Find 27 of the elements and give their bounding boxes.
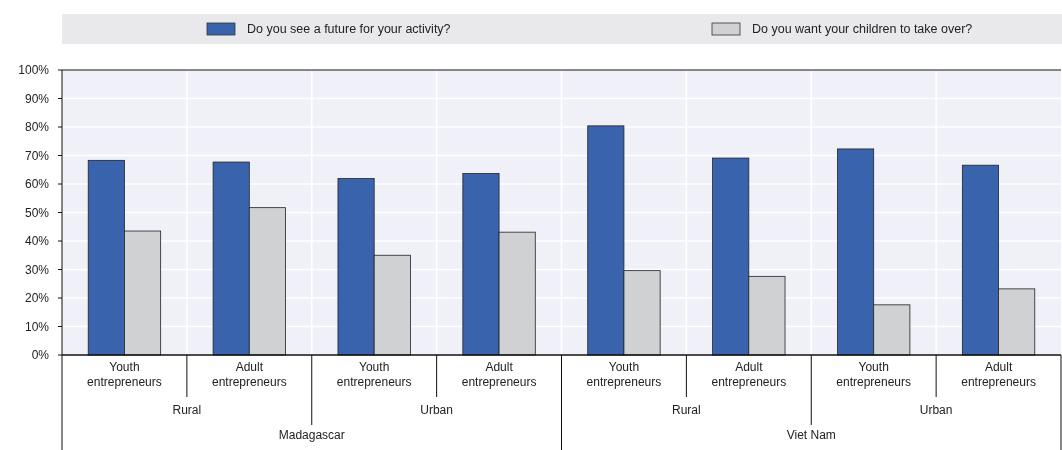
text: Madagascar	[278, 428, 345, 442]
legend-label: Do you see a future for your activity?	[247, 22, 451, 36]
x-tick-label: Adult entrepreneurs	[211, 360, 287, 389]
text: Urban	[919, 403, 953, 417]
y-tick-label: 0%	[31, 348, 50, 363]
x-tick-label: Youth entrepreneurs	[586, 360, 662, 389]
text: Rural	[672, 403, 701, 417]
y-tick-label: 80%	[24, 120, 50, 135]
y-tick-label: 60%	[24, 177, 50, 192]
x-tick-label: Youth entrepreneurs	[836, 360, 912, 389]
y-tick-label: 20%	[24, 291, 50, 306]
x-tick-label: Youth entrepreneurs	[87, 360, 162, 389]
text: Rural	[172, 403, 202, 417]
y-tick-label: 30%	[24, 262, 50, 277]
x-tick-label: Adult entrepreneurs	[461, 360, 537, 389]
text: Urban	[420, 403, 453, 417]
x-tick-label: Adult entrepreneurs	[711, 360, 787, 389]
x-tick-label: Adult entrepreneurs	[961, 360, 1036, 389]
y-tick-label: 50%	[24, 205, 50, 220]
text: Viet Nam	[786, 428, 836, 442]
y-tick-label: 70%	[24, 148, 50, 163]
y-tick-label: 90%	[24, 91, 50, 106]
y-tick-label: 100%	[18, 63, 50, 78]
x-tick-label: Youth entrepreneurs	[336, 360, 412, 389]
legend-label: Do you want your children to take over?	[752, 22, 973, 36]
y-tick-label: 10%	[24, 319, 50, 334]
y-tick-label: 40%	[24, 234, 50, 249]
